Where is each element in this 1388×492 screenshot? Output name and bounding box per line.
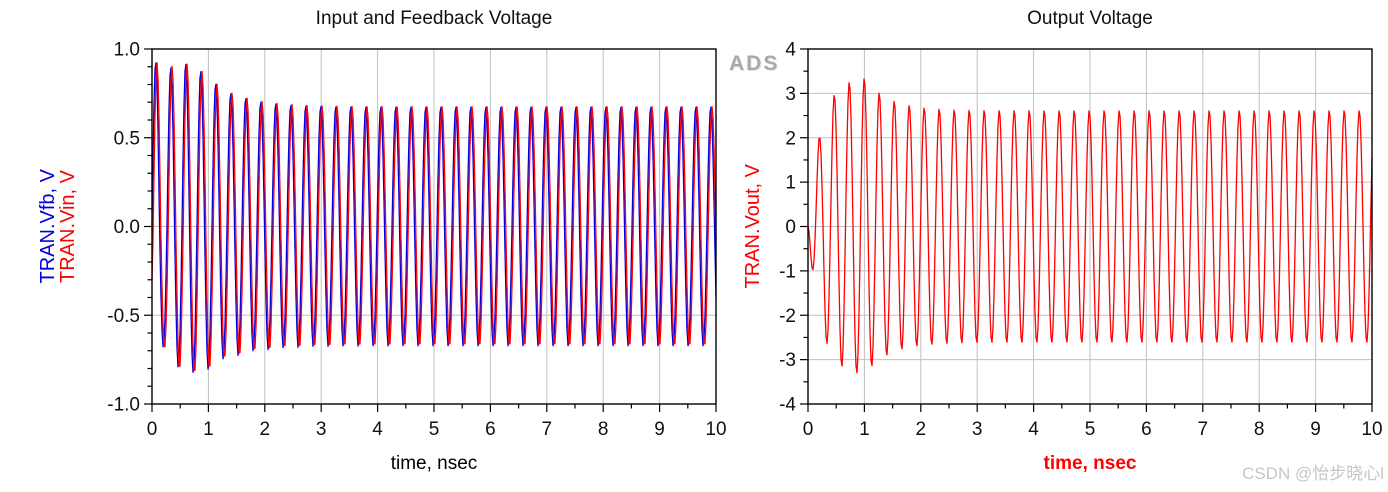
x-tick-label: 6 [1141,419,1152,440]
y-tick-label: 0.5 [114,128,140,149]
axis-ticks [800,48,1373,412]
x-tick-label: 5 [1085,419,1096,440]
ads-logo-watermark: ADS [729,52,780,75]
x-tick-label: 1 [859,419,870,440]
x-tick-label: 4 [372,419,383,440]
x-tick-label: 7 [542,419,553,440]
x-tick-label: 8 [1254,419,1265,440]
y-tick-label: -0.5 [107,306,140,327]
gridlines [808,49,1372,404]
axis-ticks [144,48,717,412]
x-tick-label: 0 [803,419,814,440]
x-tick-label: 3 [972,419,983,440]
chart-plot-1: 0 1 2 3 4 5 6 7 8 9 10 -4 -3 -2 -1 0 1 2 3 4 [779,40,1382,441]
y-tick-label: -3 [779,350,796,371]
y-tick-label: 1 [785,173,796,194]
x-tick-label: 7 [1198,419,1209,440]
right-x-axis-label: time, nsec [1043,453,1137,474]
x-tick-label: 5 [429,419,440,440]
right-y-axis-label-vout: TRAN.Vout, V [742,164,764,289]
y-tick-label: 3 [785,84,796,105]
left-chart-title: Input and Feedback Voltage [315,8,553,29]
x-tick-label: 9 [654,419,665,440]
chart-plot-0: 0 1 2 3 4 5 6 7 8 9 10 -1.0 -0.5 0.0 0.5 1.0 [107,40,726,441]
left-x-axis-label: time, nsec [390,453,478,474]
x-tick-label: 10 [1361,419,1382,440]
x-tick-label: 3 [316,419,327,440]
x-tick-label: 1 [203,419,214,440]
x-tick-label: 9 [1310,419,1321,440]
x-tick-label: 2 [260,419,271,440]
y-tick-label: -1 [779,261,796,282]
tick-labels: 0 1 2 3 4 5 6 7 8 9 10 -1.0 -0.5 0.0 0.5 1.0 [107,40,726,441]
csdn-watermark: CSDN @怡步晓心l [1242,464,1384,483]
x-tick-label: 10 [705,419,726,440]
y-tick-label: -2 [779,306,796,327]
right-chart-title: Output Voltage [1027,8,1153,29]
traces [807,78,1373,374]
y-tick-label: 1.0 [114,40,140,61]
y-tick-label: 4 [785,40,796,61]
y-tick-label: 0.0 [114,217,140,238]
x-tick-label: 6 [485,419,496,440]
x-tick-label: 2 [916,419,927,440]
y-tick-label: -1.0 [107,395,140,416]
y-tick-label: -4 [779,395,796,416]
x-tick-label: 0 [147,419,158,440]
x-tick-label: 4 [1028,419,1039,440]
left-y-axis-label-group: TRAN.Vfb, V TRAN.Vin, V [32,49,84,404]
y-tick-label: 2 [785,128,796,149]
left-y-axis-label-vfb: TRAN.Vfb, V [37,169,59,284]
left-y-axis-label-vin: TRAN.Vin, V [57,170,79,283]
y-tick-label: 0 [785,217,796,238]
traces [151,62,717,373]
trace-TRAN.Vin [151,62,717,371]
x-tick-label: 8 [598,419,609,440]
right-y-axis-label-group: TRAN.Vout, V [738,49,768,404]
trace-TRAN.Vout [807,78,1373,374]
tick-labels: 0 1 2 3 4 5 6 7 8 9 10 -4 -3 -2 -1 0 1 2 3 4 [779,40,1382,441]
